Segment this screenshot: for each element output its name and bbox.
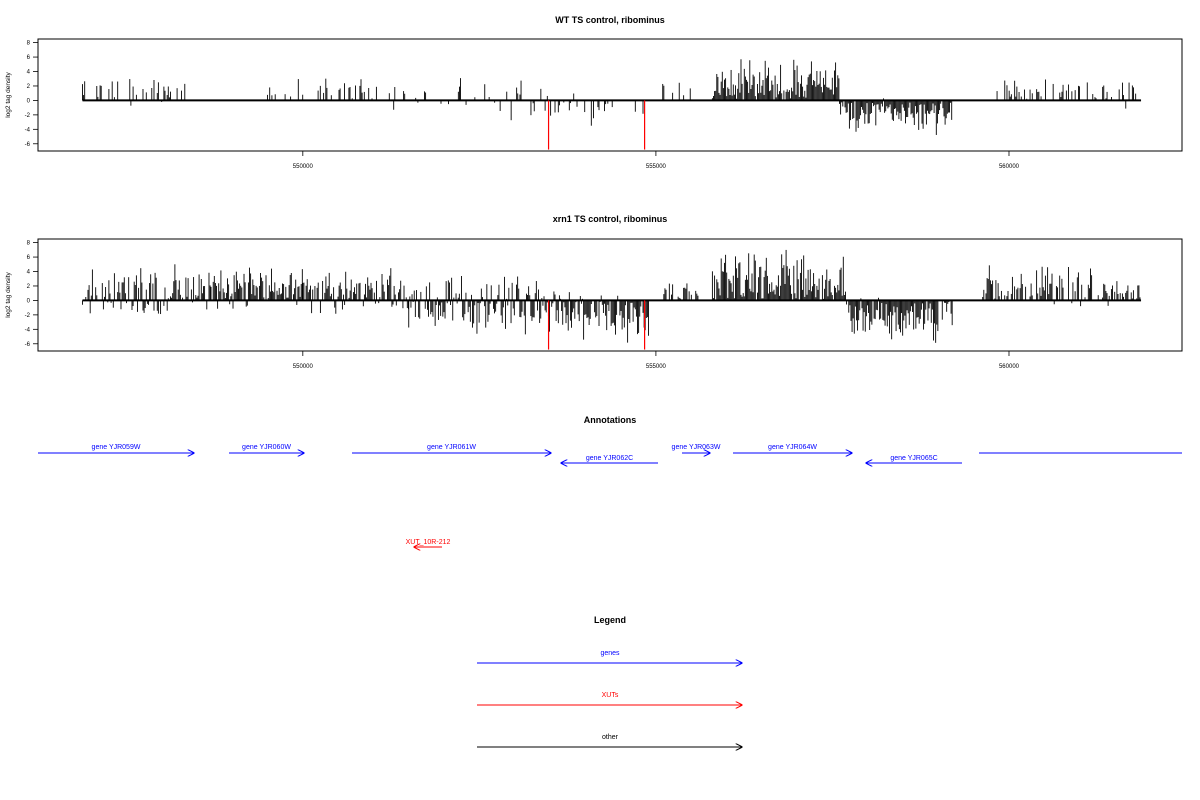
y-tick-label-1: -4 [25,127,31,133]
y-tick-label-2: -2 [25,113,31,119]
y-tick-label-5: 4 [27,270,31,276]
y-axis-label: log2 tag density [5,271,12,317]
y-tick-label-7: 8 [27,41,31,47]
legend-item-1: XUTs [477,692,742,705]
legend-item-2: other [477,734,742,747]
y-tick-label-7: 8 [27,241,31,247]
annotation-0: gene YJR059W [38,444,194,453]
panel-title: xrn1 TS control, ribominus [553,214,668,224]
density-bars [82,249,1141,343]
plot-frame [37,238,1183,352]
annotation-label: gene YJR061W [427,444,476,451]
x-tick-label-1: 555000 [646,364,667,370]
annotation-label: gene YJR065C [890,455,937,462]
y-tick-label-0: -6 [25,342,31,348]
legend-item-0: genes [477,650,742,663]
x-tick-label-0: 550000 [293,164,314,170]
x-axis: 550000 555000 560000 [293,351,1020,370]
legend-label: other [602,734,619,741]
legend-section: Legend genes XUTs other [477,615,742,747]
annotations-title: Annotations [584,415,637,425]
annotation-4: gene YJR063W [672,444,721,453]
y-tick-label-4: 2 [27,284,31,290]
wt-density-panel: WT TS control, ribominus log2 tag densit… [5,15,1183,170]
annotation-label: gene YJR063W [672,444,721,451]
legend-label: XUTs [602,692,619,699]
annotation-label: gene YJR059W [92,444,141,451]
annotation-label: gene YJR064W [768,444,817,451]
y-axis: -6 -4 -2 0 2 4 6 8 [25,41,38,148]
y-axis: -6 -4 -2 0 2 4 6 8 [25,241,38,348]
density-bars [82,59,1137,135]
annotation-2: gene YJR061W [352,444,551,453]
panel-title: WT TS control, ribominus [555,15,665,25]
legend-title: Legend [594,615,626,625]
y-tick-label-6: 6 [27,255,31,261]
annotation-3: gene YJR062C [561,455,658,463]
plot-frame [37,38,1183,152]
x-axis: 550000 555000 560000 [293,151,1020,170]
y-tick-label-4: 2 [27,84,31,90]
annotations-section: Annotations gene YJR059W gene YJR060W gene… [38,415,1182,547]
annotation-label: XUT_10R-212 [406,539,451,546]
x-tick-label-2: 560000 [999,164,1020,170]
y-tick-label-1: -4 [25,327,31,333]
annotation-5: gene YJR064W [733,444,852,453]
y-tick-label-2: -2 [25,313,31,319]
legend-items: genes XUTs other [477,650,742,747]
legend-label: genes [600,650,620,657]
y-tick-label-5: 4 [27,70,31,76]
y-tick-label-0: -6 [25,142,31,148]
annotation-label: gene YJR060W [242,444,291,451]
boundary-markers [547,300,646,350]
boundary-markers [547,100,646,150]
x-tick-label-0: 550000 [293,364,314,370]
annotation-8: XUT_10R-212 [406,539,451,547]
annotation-6: gene YJR065C [866,455,962,463]
y-tick-label-6: 6 [27,55,31,61]
y-tick-label-3: 0 [27,298,31,304]
x-tick-label-1: 555000 [646,164,667,170]
annotation-tracks: gene YJR059W gene YJR060W gene YJR061W gene… [38,444,1182,547]
annotation-label: gene YJR062C [586,455,633,462]
xrn1-density-panel: xrn1 TS control, ribominus log2 tag dens… [5,214,1183,370]
x-tick-label-2: 560000 [999,364,1020,370]
y-tick-label-3: 0 [27,98,31,104]
y-axis-label: log2 tag density [5,71,12,117]
annotation-1: gene YJR060W [229,444,304,453]
